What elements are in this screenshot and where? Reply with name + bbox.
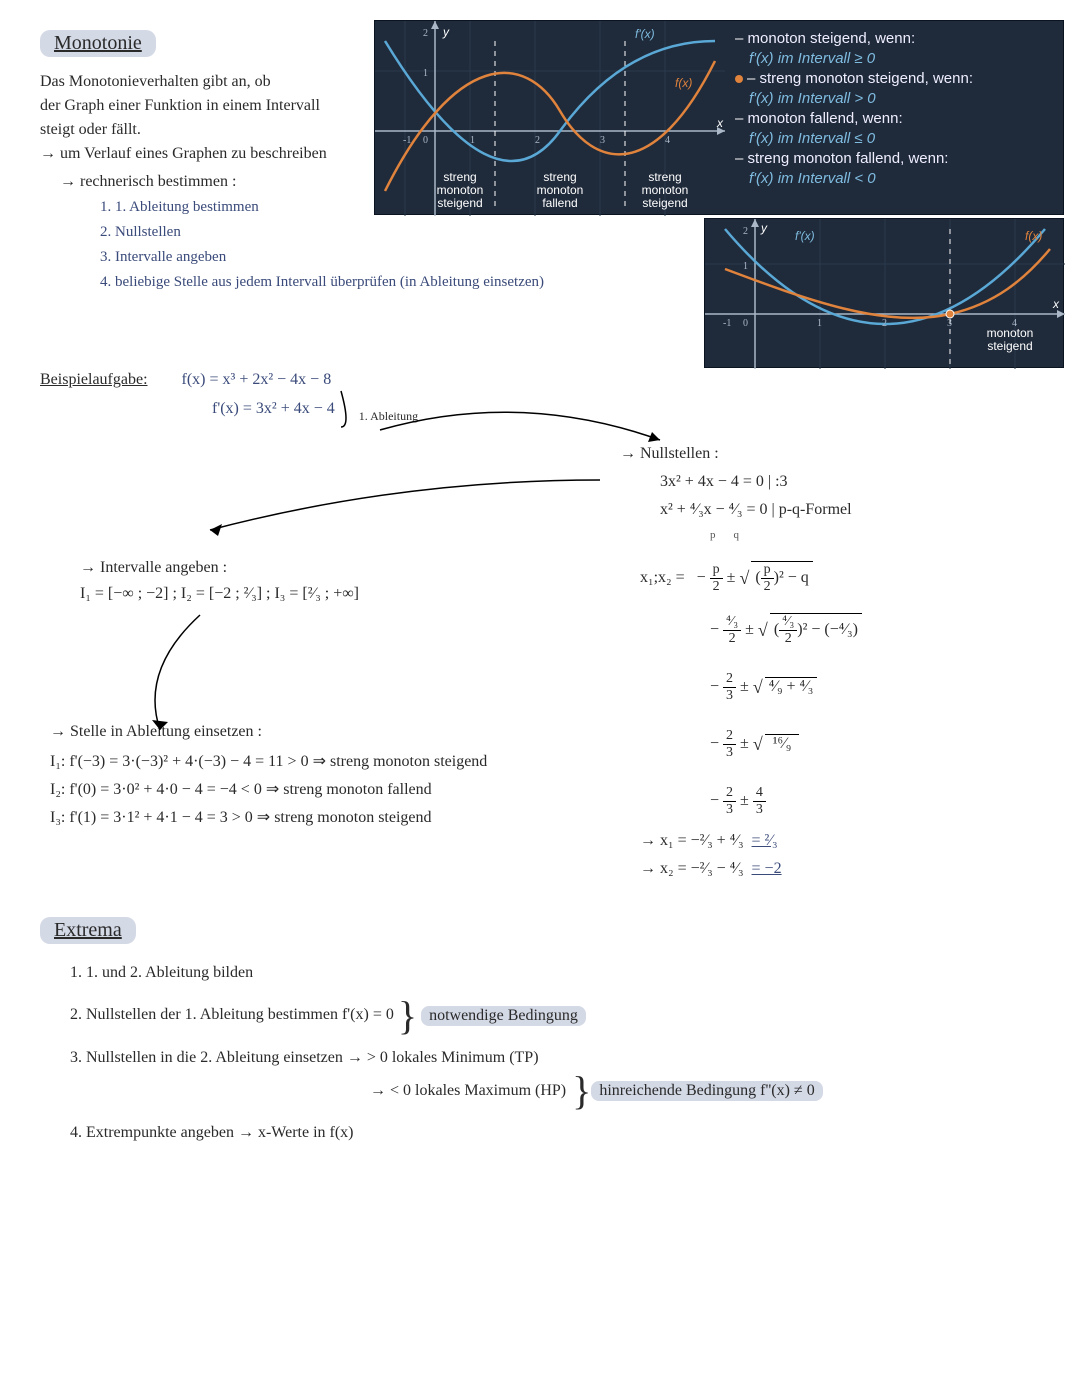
fprime-label: f'(x)	[635, 27, 655, 41]
calc-step: − 23 ± 43	[710, 785, 1040, 818]
legend-text: monoton steigend, wenn:	[748, 30, 916, 47]
chart-area: 0 -1 1 2 3 4 1 2 y x f'(x) f(x) strengmo…	[375, 21, 725, 214]
example-title: Beispielaufgabe:	[40, 371, 148, 389]
extrema-step: 3. Nullstellen in die 2. Ableitung einse…	[70, 1049, 1040, 1114]
extrema-section: Extrema 1. 1. und 2. Ableitung bilden 2.…	[40, 917, 1040, 1142]
legend-text: streng monoton fallend, wenn:	[748, 150, 949, 167]
p-label: p	[710, 529, 734, 541]
y-axis-label: y	[443, 25, 449, 39]
legend-math: f'(x) im Intervall > 0	[749, 90, 876, 107]
calc-line: x² + ⁴⁄₃x − ⁴⁄₃ = 0 | p-q-Formel	[660, 501, 1040, 519]
fprime-label: f'(x)	[795, 229, 815, 243]
note-notwendig: notwendige Bedingung	[421, 1006, 586, 1026]
x-axis-label: x	[1053, 297, 1059, 311]
q-label: q	[734, 529, 758, 541]
zone-label: strengmonotonfallend	[530, 171, 590, 211]
legend-math: f'(x) im Intervall ≥ 0	[749, 50, 875, 67]
zone-label: monotonsteigend	[975, 327, 1045, 353]
svg-text:1: 1	[817, 318, 822, 329]
legend-text: streng monoton steigend, wenn:	[760, 70, 973, 87]
nullstellen-calc: → Nullstellen : 3x² + 4x − 4 = 0 | :3 x²…	[620, 445, 1040, 888]
diagram-legend: – monoton steigend, wenn: f'(x) im Inter…	[725, 21, 1063, 214]
extrema-heading: Extrema	[40, 917, 136, 944]
example-fpx: f'(x) = 3x² + 4x − 4	[212, 400, 335, 418]
result-x1: → x₁ = −²⁄₃ + ⁴⁄₃ = ²⁄₃	[640, 832, 1040, 850]
x-axis-label: x	[717, 116, 723, 130]
diagram-monotonie-small: 0 -1 1 2 3 4 1 2 y x f'(x) f(x) monotons…	[704, 218, 1064, 368]
extrema-step: 2. Nullstellen der 1. Ableitung bestimme…	[70, 992, 1040, 1039]
calc-step: − ⁴⁄₃2 ± √(⁴⁄₃2)² − (−⁴⁄₃)	[710, 613, 1040, 647]
example-fx: f(x) = x³ + 2x² − 4x − 8	[182, 371, 332, 388]
extrema-step: 1. 1. und 2. Ableitung bilden	[70, 964, 1040, 982]
pq-formula: x₁;x₂ = − p2 ± √(p2)² − q	[640, 561, 1040, 595]
note-hinreichend: hinreichende Bedingung f''(x) ≠ 0	[591, 1081, 822, 1101]
svg-text:1: 1	[743, 261, 748, 272]
f-label: f(x)	[675, 76, 692, 90]
monotonie-heading: Monotonie	[40, 30, 156, 57]
svg-text:0: 0	[423, 135, 428, 146]
calc-step: − 23 ± √⁴⁄₉ + ⁴⁄₃	[710, 671, 1040, 704]
svg-text:2: 2	[743, 226, 748, 237]
legend-math: f'(x) im Intervall ≤ 0	[749, 130, 875, 147]
svg-text:4: 4	[665, 135, 670, 146]
svg-text:2: 2	[882, 318, 887, 329]
calc-line: 3x² + 4x − 4 = 0 | :3	[660, 473, 1040, 491]
svg-text:3: 3	[947, 318, 952, 329]
legend-text: monoton fallend, wenn:	[748, 110, 903, 127]
svg-text:1: 1	[423, 68, 428, 79]
y-axis-label: y	[761, 221, 767, 235]
svg-text:3: 3	[600, 135, 605, 146]
zone-label: strengmonotonsteigend	[430, 171, 490, 211]
nullstellen-title: → Nullstellen :	[620, 445, 1040, 463]
calc-step: − 23 ± √ ¹⁶⁄₉	[710, 728, 1040, 761]
svg-text:-1: -1	[723, 318, 731, 329]
zone-label: strengmonotonsteigend	[635, 171, 695, 211]
svg-text:0: 0	[743, 318, 748, 329]
legend-math: f'(x) im Intervall < 0	[749, 170, 876, 187]
svg-text:2: 2	[535, 135, 540, 146]
result-x2: → x₂ = −²⁄₃ − ⁴⁄₃ = −2	[640, 860, 1040, 878]
diagram-monotonie-main: 0 -1 1 2 3 4 1 2 y x f'(x) f(x) strengmo…	[374, 20, 1064, 215]
svg-text:-1: -1	[403, 135, 411, 146]
extrema-step: 4. Extrempunkte angeben → x-Werte in f(x…	[70, 1124, 1040, 1142]
svg-text:1: 1	[470, 135, 475, 146]
svg-text:2: 2	[423, 28, 428, 39]
f-label: f(x)	[1025, 229, 1042, 243]
